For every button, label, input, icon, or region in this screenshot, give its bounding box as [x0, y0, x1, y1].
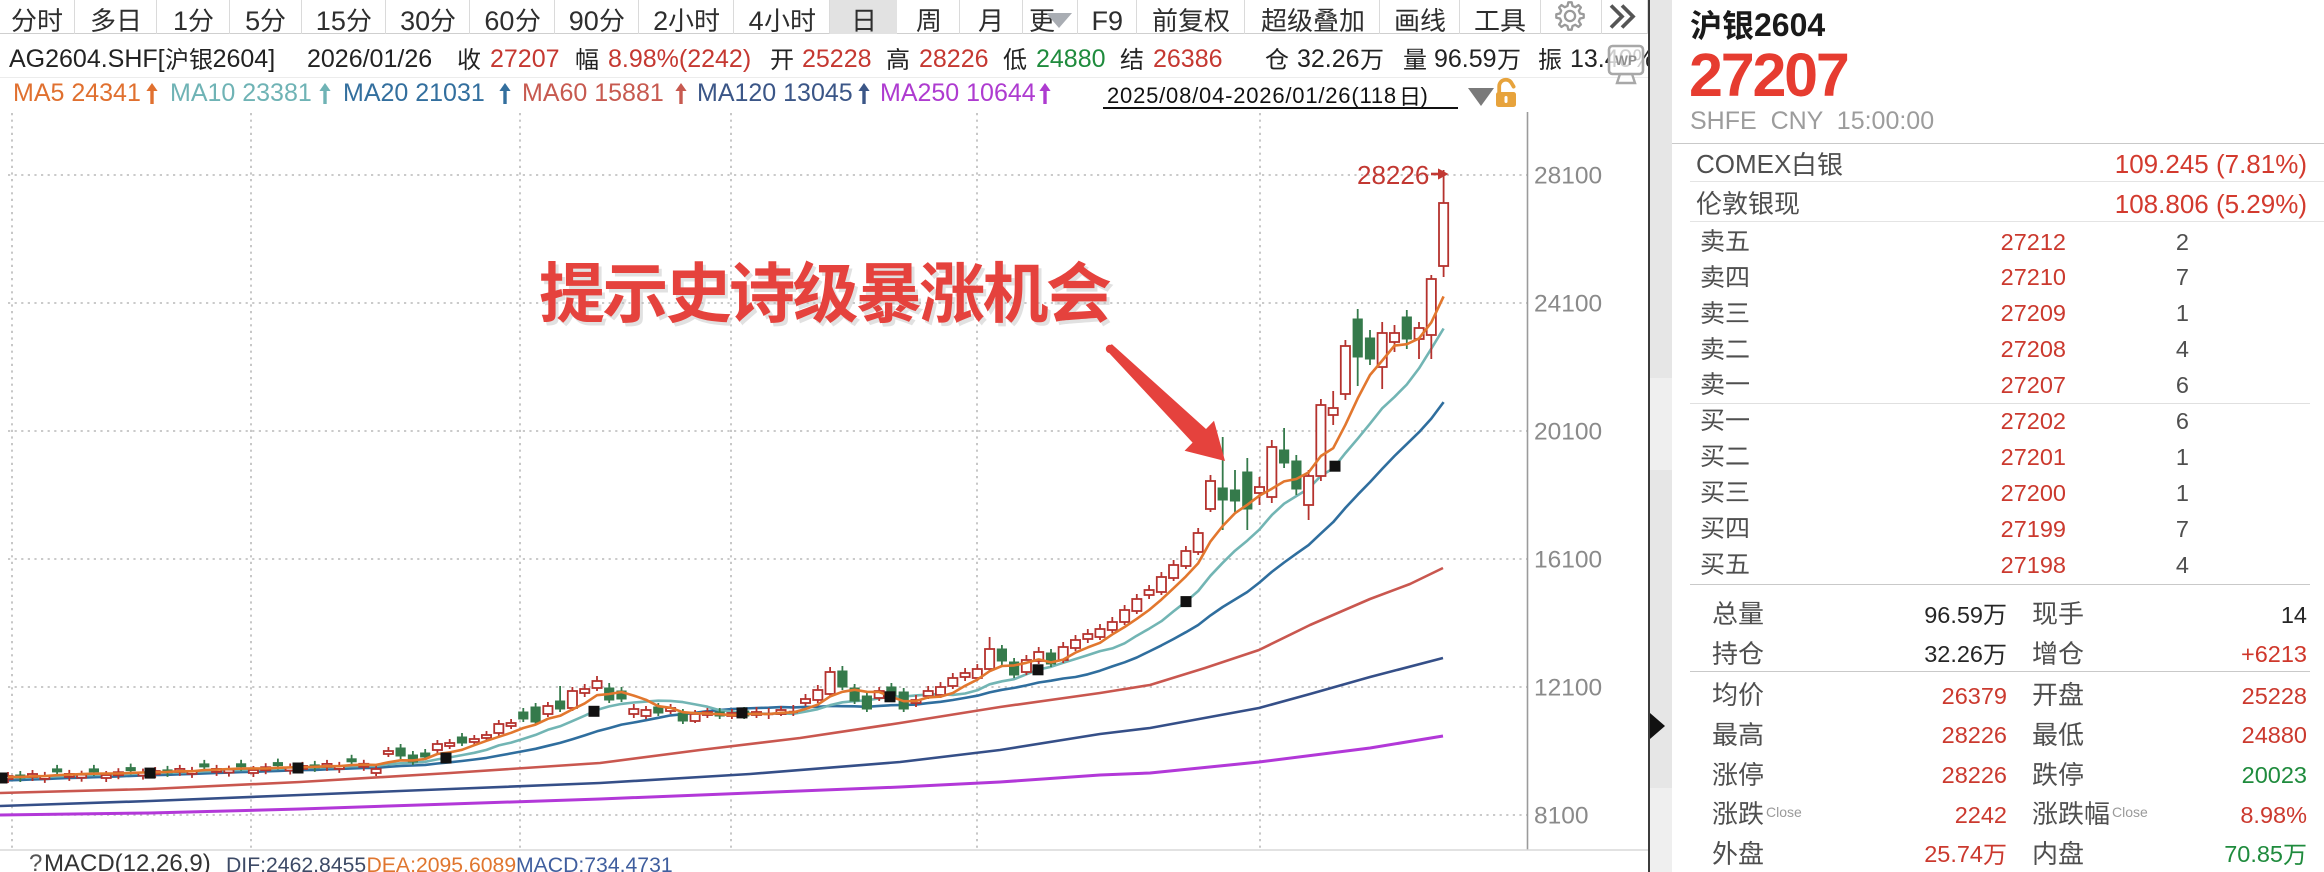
svg-text:8100: 8100 — [1534, 803, 1589, 830]
svg-text:16100: 16100 — [1534, 547, 1602, 574]
svg-text:28100: 28100 — [1534, 163, 1602, 190]
svg-text:12100: 12100 — [1534, 675, 1602, 702]
svg-text:20100: 20100 — [1534, 419, 1602, 446]
svg-text:WP: WP — [1615, 53, 1637, 68]
svg-text:24100: 24100 — [1534, 291, 1602, 318]
svg-text:28226: 28226 — [1357, 160, 1429, 190]
